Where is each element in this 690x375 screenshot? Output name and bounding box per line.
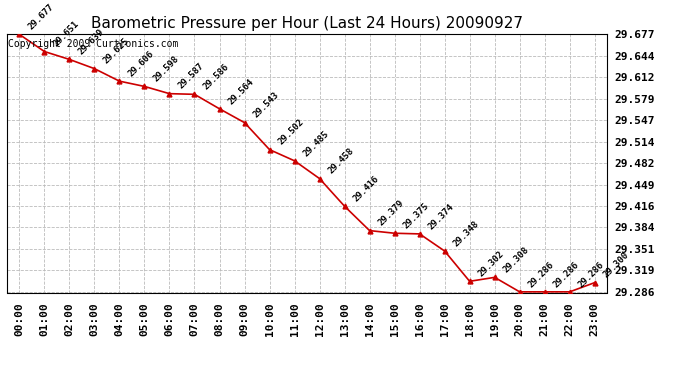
Text: 29.416: 29.416 xyxy=(351,174,381,204)
Text: 29.458: 29.458 xyxy=(326,147,355,176)
Text: 29.485: 29.485 xyxy=(302,129,331,158)
Text: 29.651: 29.651 xyxy=(51,20,81,49)
Text: 29.375: 29.375 xyxy=(402,201,431,231)
Text: 29.639: 29.639 xyxy=(77,27,106,57)
Text: 29.302: 29.302 xyxy=(477,249,506,279)
Text: Copyright 2009 Curtronics.com: Copyright 2009 Curtronics.com xyxy=(8,39,179,49)
Text: 29.348: 29.348 xyxy=(451,219,481,248)
Text: 29.586: 29.586 xyxy=(201,62,230,92)
Text: 29.598: 29.598 xyxy=(151,54,181,84)
Text: 29.286: 29.286 xyxy=(551,260,581,289)
Text: 29.286: 29.286 xyxy=(577,260,606,289)
Text: 29.379: 29.379 xyxy=(377,199,406,228)
Text: 29.286: 29.286 xyxy=(526,260,555,289)
Text: 29.300: 29.300 xyxy=(602,251,631,280)
Text: 29.625: 29.625 xyxy=(101,37,130,66)
Text: 29.543: 29.543 xyxy=(251,91,281,120)
Title: Barometric Pressure per Hour (Last 24 Hours) 20090927: Barometric Pressure per Hour (Last 24 Ho… xyxy=(91,16,523,31)
Text: 29.587: 29.587 xyxy=(177,62,206,91)
Text: 29.502: 29.502 xyxy=(277,118,306,147)
Text: 29.606: 29.606 xyxy=(126,49,155,78)
Text: 29.564: 29.564 xyxy=(226,77,255,106)
Text: 29.308: 29.308 xyxy=(502,245,531,274)
Text: 29.374: 29.374 xyxy=(426,202,455,231)
Text: 29.677: 29.677 xyxy=(26,3,55,32)
